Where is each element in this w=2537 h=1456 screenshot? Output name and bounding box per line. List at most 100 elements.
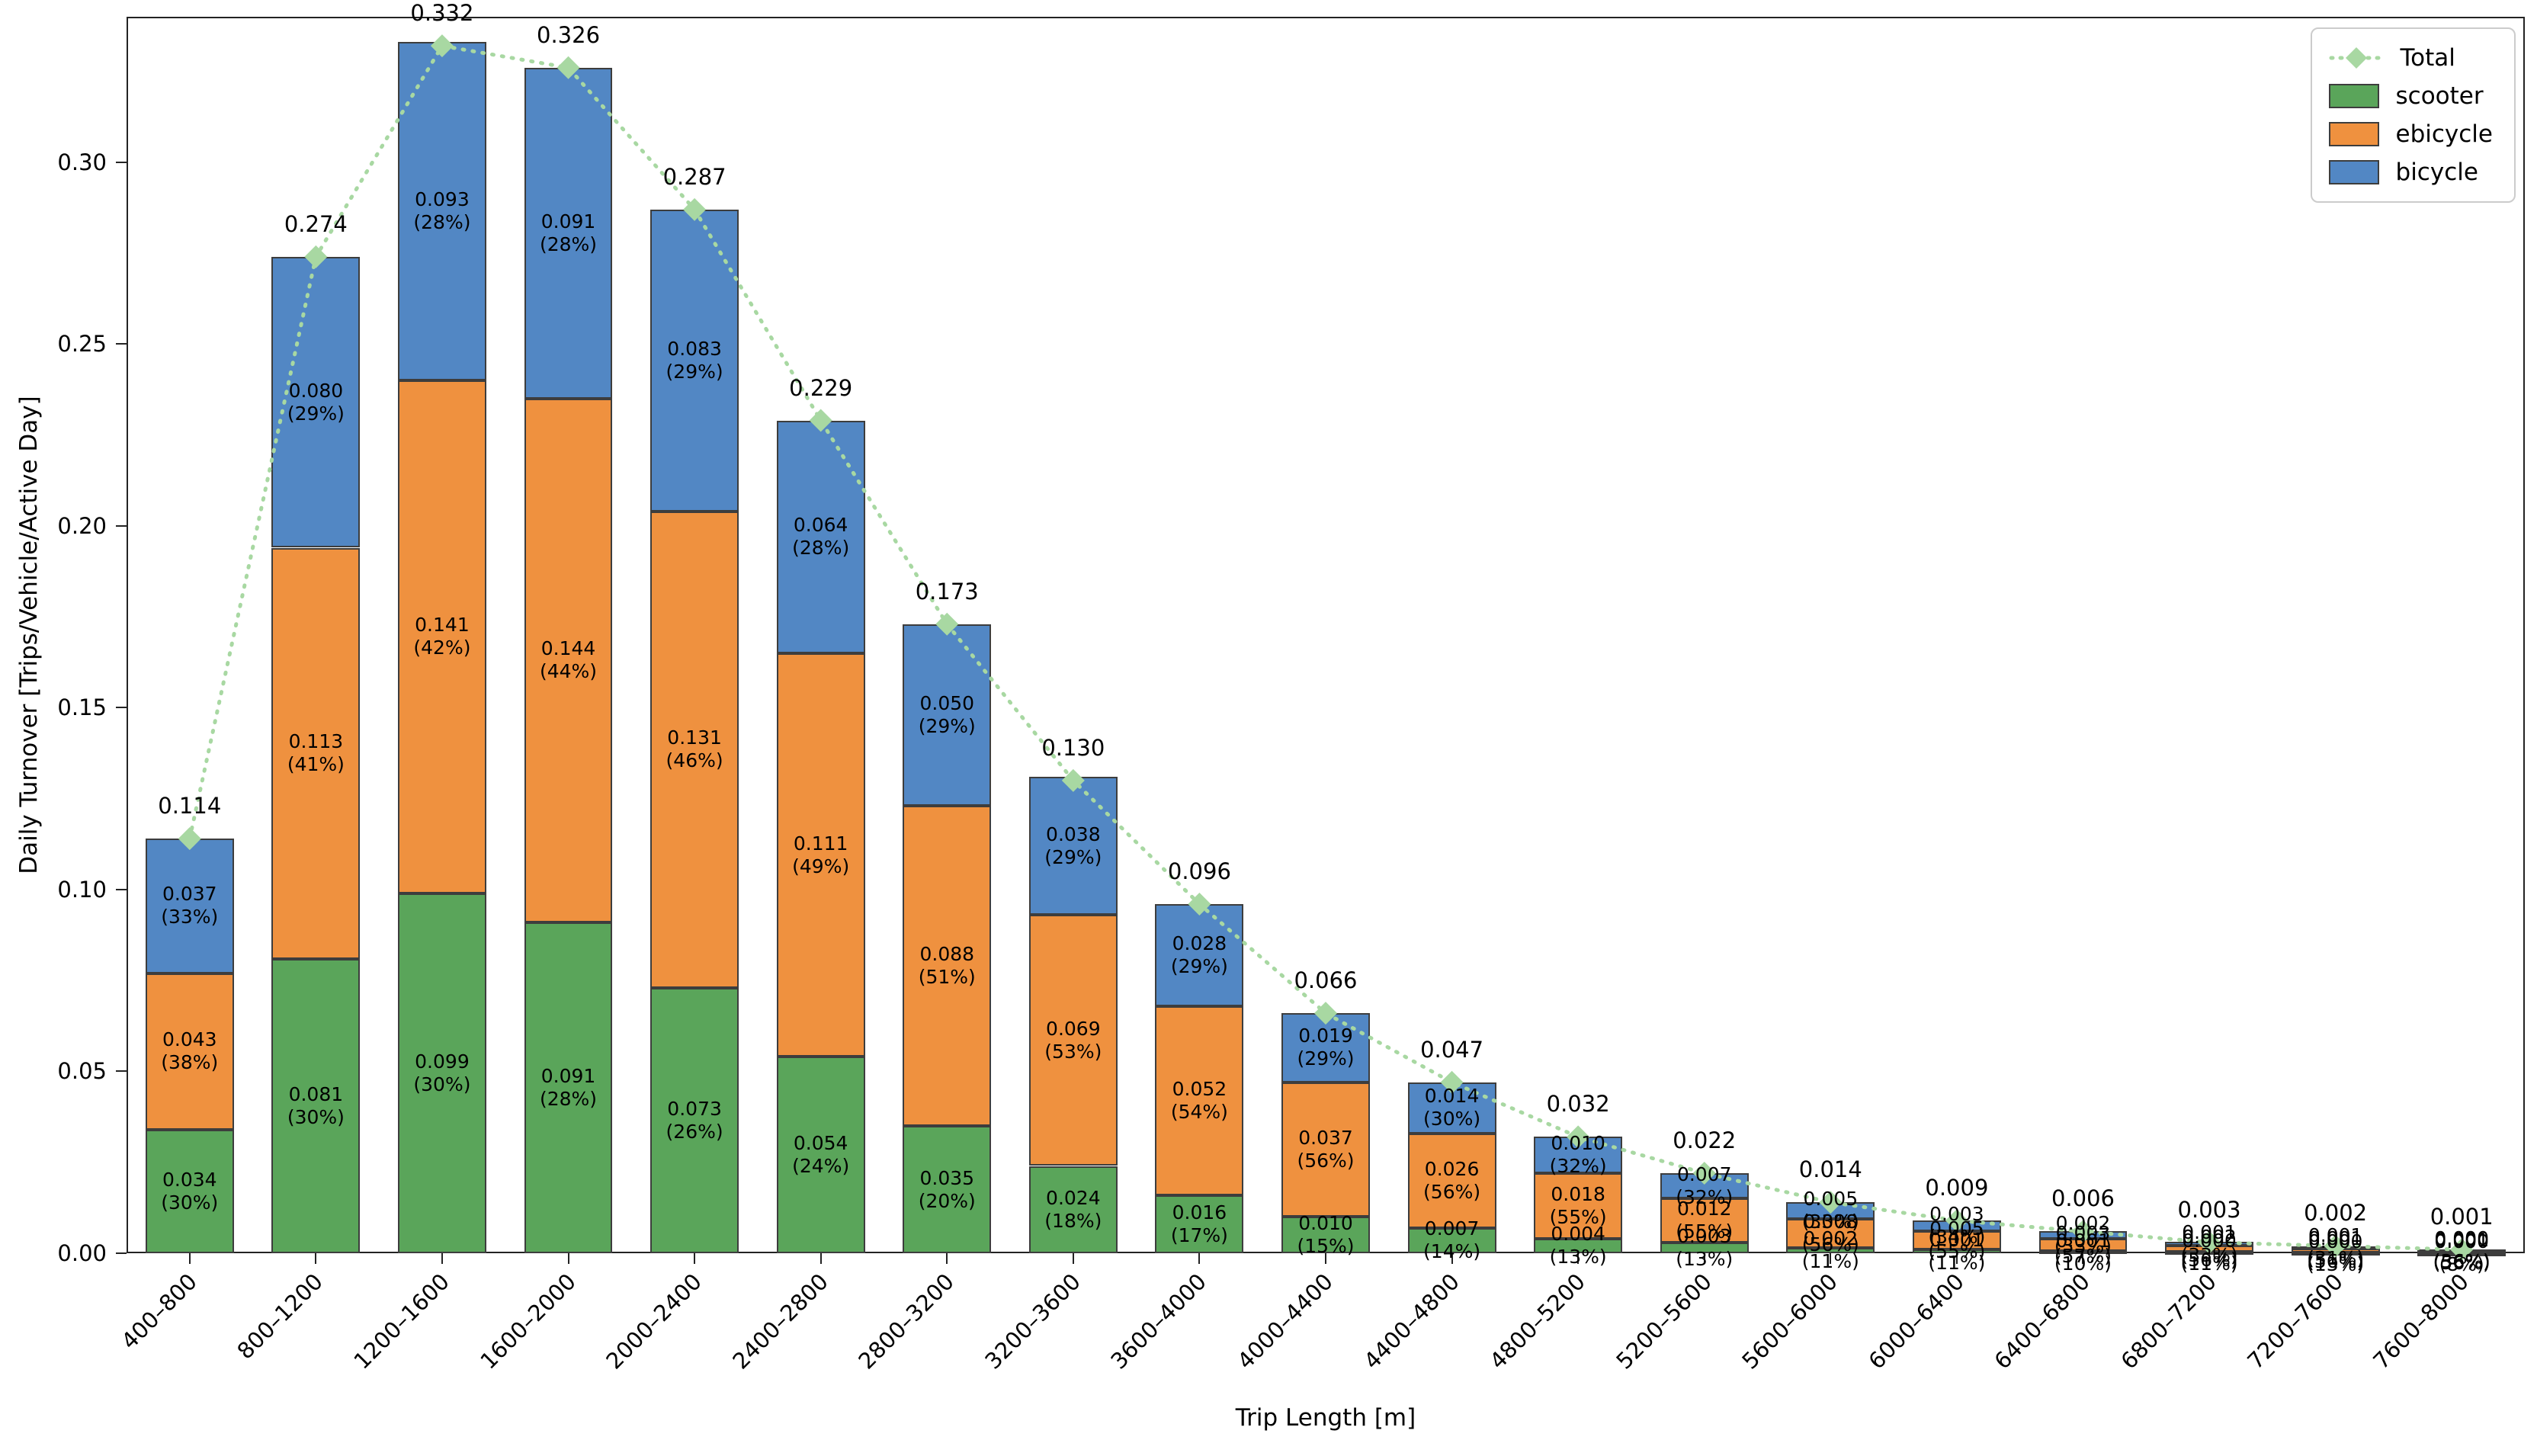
x-tick-mark: [188, 1253, 191, 1264]
y-tick-mark: [116, 343, 127, 345]
bar-segment-scooter: [1786, 1247, 1875, 1253]
bar-segment-scooter: [1028, 1166, 1118, 1253]
x-tick-mark: [2082, 1253, 2084, 1264]
y-tick-label: 0.15: [57, 694, 107, 721]
legend-item-scooter: scooter: [2328, 82, 2493, 110]
bar-segment-bicycle: [1155, 904, 1244, 1006]
y-tick-mark: [116, 1252, 127, 1254]
y-tick-label: 0.25: [57, 331, 107, 358]
bar-segment-scooter: [1912, 1249, 2001, 1253]
bar-segment-scooter: [1155, 1195, 1244, 1253]
bar-segment-ebicycle: [271, 547, 361, 959]
x-tick-mark: [1703, 1253, 1705, 1264]
ebicycle-swatch-icon: [2328, 122, 2379, 146]
x-tick-mark: [1577, 1253, 1580, 1264]
bar-segment-bicycle: [2417, 1249, 2507, 1252]
x-tick-mark: [441, 1253, 443, 1264]
bar-segment-bicycle: [903, 624, 992, 807]
x-axis-title: Trip Length [m]: [1235, 1404, 1416, 1432]
bar-segment-bicycle: [2038, 1231, 2128, 1239]
legend-label-ebicycle: ebicycle: [2395, 120, 2493, 148]
bar-segment-scooter: [1281, 1217, 1370, 1253]
bar-segment-scooter: [1660, 1242, 1749, 1253]
y-tick-label: 0.10: [57, 876, 107, 903]
bar-segment-scooter: [524, 922, 613, 1253]
x-tick-mark: [1830, 1253, 1832, 1264]
y-tick-label: 0.20: [57, 512, 107, 539]
y-tick-mark: [116, 1070, 127, 1073]
y-tick-mark: [116, 524, 127, 527]
y-tick-label: 0.00: [57, 1240, 107, 1266]
total-line-key-icon: [2329, 47, 2384, 69]
bar-segment-ebicycle: [145, 973, 234, 1130]
bar-segment-ebicycle: [1534, 1173, 1623, 1239]
x-tick-mark: [819, 1253, 822, 1264]
bar-segment-bicycle: [1407, 1082, 1496, 1134]
bar-segment-ebicycle: [1028, 915, 1118, 1166]
bar-segment-ebicycle: [2038, 1238, 2128, 1252]
x-tick-mark: [1955, 1253, 1958, 1264]
legend: Total scooter ebicycle bicycle: [2310, 27, 2516, 203]
bar-segment-bicycle: [1028, 777, 1118, 916]
x-tick-mark: [1198, 1253, 1201, 1264]
y-tick-label: 0.05: [57, 1058, 107, 1085]
bar-segment-ebicycle: [650, 511, 739, 988]
x-tick-mark: [1325, 1253, 1326, 1264]
legend-label-bicycle: bicycle: [2395, 159, 2478, 186]
bar-segment-bicycle: [1912, 1220, 2001, 1232]
bar-segment-ebicycle: [1660, 1198, 1749, 1243]
legend-label-scooter: scooter: [2395, 82, 2484, 110]
y-tick-label: 0.30: [57, 149, 107, 175]
bar-segment-ebicycle: [1407, 1133, 1496, 1228]
bar-segment-scooter: [2165, 1252, 2253, 1256]
bar-segment-scooter: [2291, 1252, 2380, 1256]
bar-segment-bicycle: [397, 42, 486, 381]
legend-item-total: Total: [2329, 44, 2493, 72]
bar-segment-ebicycle: [2165, 1245, 2253, 1252]
bar-segment-ebicycle: [903, 806, 992, 1126]
x-tick-mark: [1072, 1253, 1074, 1264]
bar-segment-bicycle: [2165, 1242, 2253, 1246]
bar-segment-scooter: [1534, 1238, 1623, 1253]
bar-segment-scooter: [2038, 1251, 2128, 1255]
bar-segment-bicycle: [2291, 1246, 2380, 1249]
bar-segment-bicycle: [271, 256, 361, 548]
x-tick-mark: [567, 1253, 569, 1264]
bar-segment-scooter: [776, 1057, 865, 1253]
bar-segment-ebicycle: [776, 653, 865, 1057]
y-tick-mark: [116, 707, 127, 709]
bar-segment-ebicycle: [1912, 1231, 2001, 1250]
bar-segment-scooter: [1407, 1227, 1496, 1253]
y-axis-title: Daily Turnover [Trips/Vehicle/Active Day…: [15, 396, 43, 874]
bar-segment-bicycle: [1786, 1202, 1875, 1219]
bar-segment-bicycle: [1660, 1173, 1749, 1199]
x-tick-mark: [2334, 1253, 2337, 1264]
legend-item-ebicycle: ebicycle: [2328, 120, 2493, 148]
bar-segment-ebicycle: [1155, 1005, 1244, 1195]
x-tick-mark: [1451, 1253, 1453, 1264]
bar-segment-bicycle: [1281, 1013, 1370, 1082]
bar-segment-ebicycle: [397, 380, 486, 893]
bar-segment-bicycle: [650, 209, 739, 512]
diamond-marker-icon: [2345, 47, 2367, 69]
legend-label-total: Total: [2400, 44, 2455, 72]
bar-segment-scooter: [903, 1126, 992, 1253]
scooter-swatch-icon: [2328, 84, 2379, 108]
x-tick-mark: [946, 1253, 948, 1264]
bar-segment-bicycle: [524, 67, 613, 399]
bar-segment-ebicycle: [524, 398, 613, 922]
bar-segment-scooter: [271, 958, 361, 1253]
bar-segment-scooter: [145, 1129, 234, 1253]
bar-segment-bicycle: [1534, 1137, 1623, 1174]
legend-item-bicycle: bicycle: [2328, 159, 2493, 186]
bar-segment-bicycle: [776, 420, 865, 653]
x-tick-mark: [694, 1253, 696, 1264]
bicycle-swatch-icon: [2328, 160, 2379, 184]
y-tick-mark: [116, 161, 127, 163]
bar-segment-scooter: [397, 893, 486, 1253]
x-tick-mark: [315, 1253, 317, 1264]
bar-segment-ebicycle: [1786, 1218, 1875, 1248]
y-tick-mark: [116, 888, 127, 890]
bar-segment-ebicycle: [1281, 1082, 1370, 1217]
